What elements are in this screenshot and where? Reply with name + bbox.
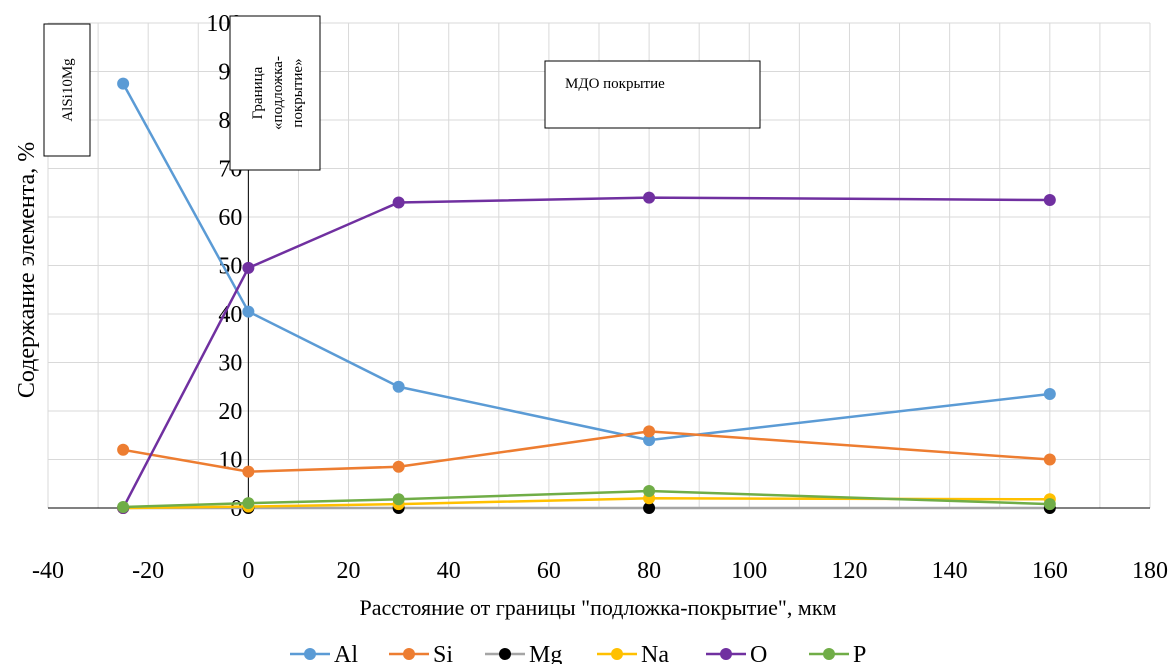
data-point-si bbox=[1043, 453, 1056, 466]
x-tick-label: 160 bbox=[1032, 558, 1068, 584]
alloy-annotation-text: AlSi10Mg bbox=[60, 58, 76, 122]
legend-marker bbox=[611, 648, 623, 660]
boundary-annotation-box bbox=[229, 15, 321, 171]
data-point-p bbox=[242, 497, 255, 510]
data-point-si bbox=[242, 465, 255, 478]
y-tick-label: 50 bbox=[218, 254, 242, 280]
x-tick-label: -40 bbox=[32, 558, 64, 584]
series-line-o bbox=[122, 196, 1050, 509]
legend-item-mg: Mg bbox=[485, 642, 562, 668]
coating-annotation-text: МДО покрытие bbox=[565, 76, 665, 92]
legend-item-p: P bbox=[809, 642, 866, 668]
legend-marker bbox=[720, 648, 732, 660]
boundary-annotation-line-1: Граница bbox=[250, 66, 266, 119]
legend-label: Mg bbox=[529, 642, 562, 664]
x-tick-label: 60 bbox=[537, 558, 561, 584]
legend-marker bbox=[499, 648, 511, 660]
boundary-annotation-line-2: «подложка- bbox=[270, 56, 286, 130]
boundary-annotation-line-3: покрытие» bbox=[290, 58, 306, 127]
x-tick-label: 140 bbox=[932, 558, 968, 584]
legend-marker bbox=[823, 648, 835, 660]
x-tick-label: 180 bbox=[1132, 558, 1168, 584]
data-point-p bbox=[1043, 498, 1056, 511]
data-point-mg bbox=[643, 502, 656, 514]
data-point-al bbox=[117, 77, 130, 90]
data-point-p bbox=[392, 493, 405, 506]
data-point-al bbox=[1043, 388, 1056, 401]
data-point-al bbox=[392, 380, 405, 393]
data-point-o bbox=[1043, 194, 1056, 207]
y-tick-label: 40 bbox=[218, 302, 242, 328]
x-tick-label: 40 bbox=[437, 558, 461, 584]
x-tick-label: 100 bbox=[731, 558, 767, 584]
x-tick-label: -20 bbox=[132, 558, 164, 584]
x-tick-label: 120 bbox=[831, 558, 867, 584]
data-point-o bbox=[392, 196, 405, 209]
legend-label: O bbox=[750, 642, 767, 664]
alloy-annotation-box bbox=[43, 23, 91, 157]
data-point-al bbox=[643, 434, 656, 447]
legend-label: Si bbox=[433, 642, 453, 664]
data-point-p bbox=[643, 485, 656, 498]
series-line-si bbox=[122, 430, 1050, 473]
y-tick-label: 20 bbox=[218, 399, 242, 425]
legend-label: Al bbox=[334, 642, 358, 664]
legend-item-al: Al bbox=[290, 642, 358, 668]
y-tick-label: 30 bbox=[218, 351, 242, 377]
x-tick-label: 0 bbox=[242, 558, 254, 584]
x-axis-label: Расстояние от границы "подложка-покрытие… bbox=[360, 595, 837, 620]
x-tick-label: 80 bbox=[637, 558, 661, 584]
data-point-o bbox=[643, 191, 656, 204]
series-markers bbox=[117, 77, 1056, 514]
data-point-si bbox=[117, 443, 130, 456]
data-point-p bbox=[117, 501, 130, 514]
data-point-o bbox=[242, 261, 255, 274]
alloy-annotation: AlSi10Mg bbox=[43, 23, 91, 157]
y-axis-label: Содержание элемента, % bbox=[14, 142, 40, 398]
data-point-si bbox=[392, 460, 405, 473]
legend-marker bbox=[403, 648, 415, 660]
coating-annotation-box bbox=[544, 60, 761, 129]
coating-annotation: МДО покрытие bbox=[544, 60, 761, 129]
x-tick-label: 20 bbox=[337, 558, 361, 584]
y-tick-label: 60 bbox=[218, 205, 242, 231]
x-axis: -40 -20 0 20 40 60 80 100 120 140 160 180 bbox=[32, 507, 1168, 584]
legend-item-na: Na bbox=[597, 642, 669, 668]
data-point-si bbox=[643, 425, 656, 438]
legend: Al Si Mg Na O P bbox=[290, 642, 866, 668]
data-point-al bbox=[242, 305, 255, 318]
boundary-annotation: Граница «подложка- покрытие» bbox=[229, 15, 321, 171]
legend-item-o: O bbox=[706, 642, 767, 668]
legend-item-si: Si bbox=[389, 642, 453, 668]
legend-label: P bbox=[853, 642, 866, 664]
legend-label: Na bbox=[641, 642, 669, 664]
legend-marker bbox=[304, 648, 316, 660]
